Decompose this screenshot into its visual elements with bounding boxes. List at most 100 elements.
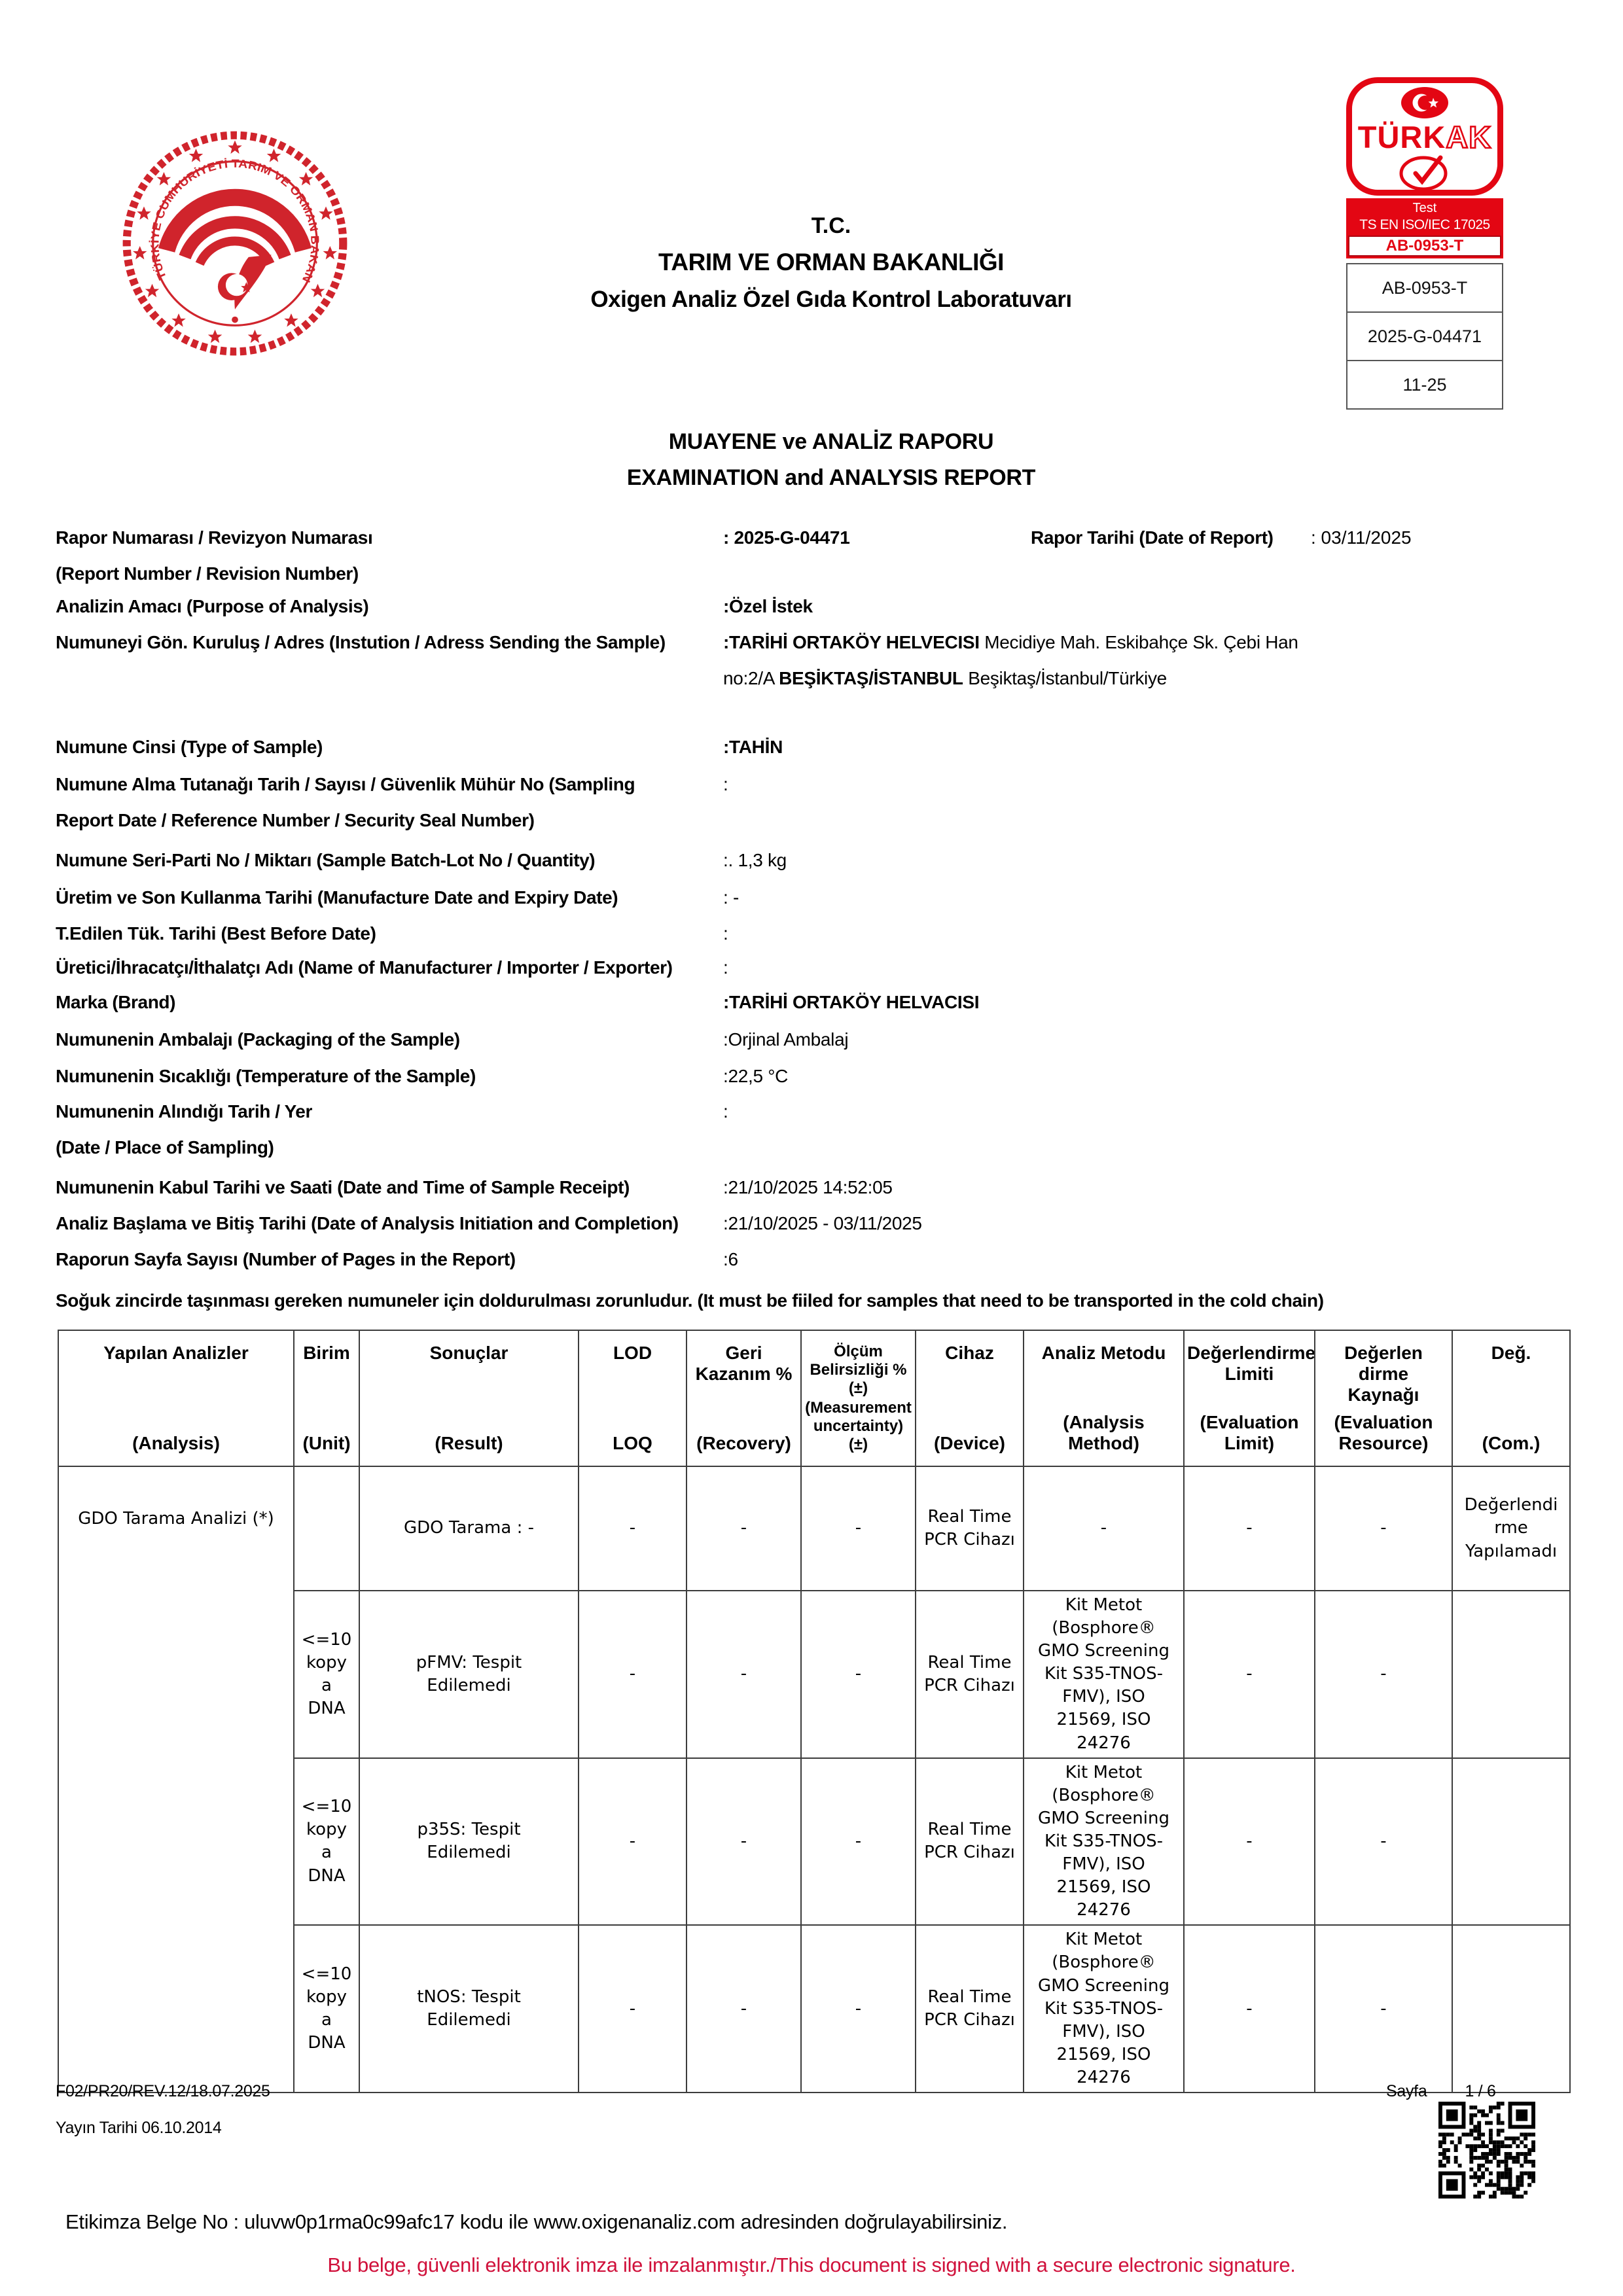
cell-method: Kit Metot (Bosphore® GMO Screening Kit S… [1023,1924,1185,2093]
field-value: : [723,923,728,944]
sender-addr2c: Beşiktaş/İstanbul/Türkiye [963,667,1167,688]
field-value: :Özel İstek [723,596,813,616]
col-header-eval-limit: Değerlendirme Limiti (Evaluation Limit) [1183,1330,1315,1467]
cell-uncertainty: - [800,1466,916,1591]
col-header-lod-loq: LOD LOQ [578,1330,687,1467]
table-header-row: Yapılan Analizler (Analysis) Birim (Unit) … [58,1330,1571,1467]
field-value: :21/10/2025 14:52:05 [723,1177,893,1197]
cell-recovery: - [686,1590,802,1759]
document-header: T.C. TARIM VE ORMAN BAKANLIĞI Oxigen Ana… [399,208,1263,318]
page-indicator: Sayfa 1 / 6 [1386,2082,1496,2101]
ministry-seal-icon: TÜRKİYE CUMHURİYETİ TARIM VE ORMAN BAKAN… [116,119,349,357]
col-header-unit: Birim (Unit) [293,1330,360,1467]
turkak-scope-band: Test TS EN ISO/IEC 17025 AB-0953-T [1346,198,1503,258]
table-row: <=10 kopy a DNA p35S: Tespit Edilemedi -… [58,1757,1571,1926]
turkak-wordmark: TÜRKAK [1352,120,1497,154]
page-label: Sayfa [1386,2082,1427,2100]
header-laboratory: Oxigen Analiz Özel Gıda Kontrol Laboratu… [590,286,1072,312]
cell-lod: - [578,1757,687,1926]
header-ministry: TARIM VE ORMAN BAKANLIĞI [658,249,1004,276]
report-no-cell: 2025-G-04471 [1347,311,1502,360]
field-label-report-date: Rapor Tarihi (Date of Report) [1031,527,1274,548]
cell-method: Kit Metot (Bosphore® GMO Screening Kit S… [1023,1590,1185,1759]
cell-eval-limit: - [1183,1466,1315,1591]
field-label: Numune Alma Tutanağı Tarih / Sayısı / Gü… [56,774,635,830]
cell-lod: - [578,1466,687,1591]
cell-device: Real Time PCR Cihazı [915,1924,1024,2093]
field-label: Üretim ve Son Kullanma Tarihi (Manufactu… [56,887,618,908]
field-value: : [723,957,728,978]
table-row: <=10 kopy a DNA tNOS: Tespit Edilemedi -… [58,1924,1571,2093]
field-value: :Orjinal Ambalaj [723,1029,849,1050]
cell-uncertainty: - [800,1757,916,1926]
field-label: Numunenin Ambalajı (Packaging of the Sam… [56,1029,460,1050]
col-header-analysis: Yapılan Analizler (Analysis) [58,1330,294,1467]
cold-chain-note: Soğuk zincirde taşınması gereken numunel… [56,1290,1324,1311]
checkmark-icon [1352,152,1497,195]
col-header-eval-resource: Değerlen dirme Kaynağı (Evaluation Resour… [1314,1330,1453,1467]
analysis-results-table: Yapılan Analizler (Analysis) Birim (Unit) … [58,1330,1571,2093]
field-label: Analiz Başlama ve Bitiş Tarihi (Date of … [56,1213,679,1233]
cell-unit: <=10 kopy a DNA [293,1590,360,1759]
field-label: Üretici/İhracatçı/İthalatçı Adı (Name of… [56,957,673,978]
cell-method: Kit Metot (Bosphore® GMO Screening Kit S… [1023,1757,1185,1926]
page-value: 1 / 6 [1465,2082,1496,2100]
cell-lod: - [578,1924,687,2093]
sender-addr1: Mecidiye Mah. Eskibahçe Sk. Çebi Han [979,632,1298,652]
field-label: Numune Seri-Parti No / Miktarı (Sample B… [56,850,596,870]
field-value: :TARİHİ ORTAKÖY HELVACISI [723,992,980,1012]
cell-comment [1452,1757,1571,1926]
cell-uncertainty: - [800,1590,916,1759]
sender-district: BEŞİKTAŞ/İSTANBUL [779,667,963,688]
cell-recovery: - [686,1757,802,1926]
cell-eval-limit: - [1183,1924,1315,2093]
cell-eval-resource: - [1314,1466,1453,1591]
cell-unit [293,1466,360,1591]
sender-addr2a: no:2/A [723,667,779,688]
field-label: Numunenin Sıcaklığı (Temperature of the … [56,1066,476,1086]
col-header-comment: Değ. (Com.) [1452,1330,1571,1467]
cell-eval-resource: - [1314,1924,1453,2093]
cell-device: Real Time PCR Cihazı [915,1757,1024,1926]
accreditation-info-table: AB-0953-T 2025-G-04471 11-25 [1346,263,1503,410]
field-value: :22,5 °C [723,1066,789,1086]
table-row: <=10 kopy a DNA pFMV: Tespit Edilemedi -… [58,1590,1571,1759]
table-row: GDO Tarama Analizi (*) GDO Tarama : - - … [58,1466,1571,2093]
cell-recovery: - [686,1924,802,2093]
field-label: T.Edilen Tük. Tarihi (Best Before Date) [56,923,376,944]
cell-comment: Değerlendi rme Yapılamadı [1452,1466,1571,1591]
field-label: Raporun Sayfa Sayısı (Number of Pages in… [56,1249,516,1269]
field-label: Numunenin Alındığı Tarih / Yer (Date / P… [56,1101,312,1157]
turkak-accreditation-no: AB-0953-T [1348,236,1501,256]
report-title-tr: MUAYENE ve ANALİZ RAPORU [668,429,994,454]
cell-unit: <=10 kopy a DNA [293,1924,360,2093]
field-label: Numunenin Kabul Tarihi ve Saati (Date an… [56,1177,630,1197]
report-title-en: EXAMINATION and ANALYSIS REPORT [626,465,1036,491]
field-label: Marka (Brand) [56,992,176,1012]
cell-eval-resource: - [1314,1590,1453,1759]
field-label: Numuneyi Gön. Kuruluş / Adres (Instution… [56,632,666,652]
field-value: : 2025-G-04471 [723,527,850,548]
field-label: Rapor Numarası / Revizyon Numarası (Repo… [56,527,373,584]
cell-result: GDO Tarama : - [359,1466,579,1591]
field-value-report-date: : 03/11/2025 [1311,527,1412,548]
col-header-device: Cihaz (Device) [915,1330,1024,1467]
field-value: :TAHİN [723,737,783,757]
qr-code [1438,2102,1535,2202]
turkak-scope-type: Test [1412,201,1437,215]
field-label: Numune Cinsi (Type of Sample) [56,737,323,757]
secure-signature-note: Bu belge, güvenli elektronik imza ile im… [327,2253,1296,2276]
cell-result: pFMV: Tespit Edilemedi [359,1590,579,1759]
turkak-word-solid: TÜRK [1357,120,1446,154]
col-header-result: Sonuçlar (Result) [359,1330,579,1467]
cell-comment [1452,1924,1571,2093]
field-value: : [723,774,728,794]
sender-name: :TARİHİ ORTAKÖY HELVECISI [723,632,980,652]
cell-eval-resource: - [1314,1757,1453,1926]
turkak-word-outline: AK [1445,120,1492,154]
cell-recovery: - [686,1466,802,1591]
col-header-uncertainty: Ölçüm Belirsizliği % (±) (Measurement unc… [800,1330,916,1467]
cell-unit: <=10 kopy a DNA [293,1757,360,1926]
publication-date: Yayın Tarihi 06.10.2014 [56,2119,222,2137]
field-value: :6 [723,1249,738,1269]
